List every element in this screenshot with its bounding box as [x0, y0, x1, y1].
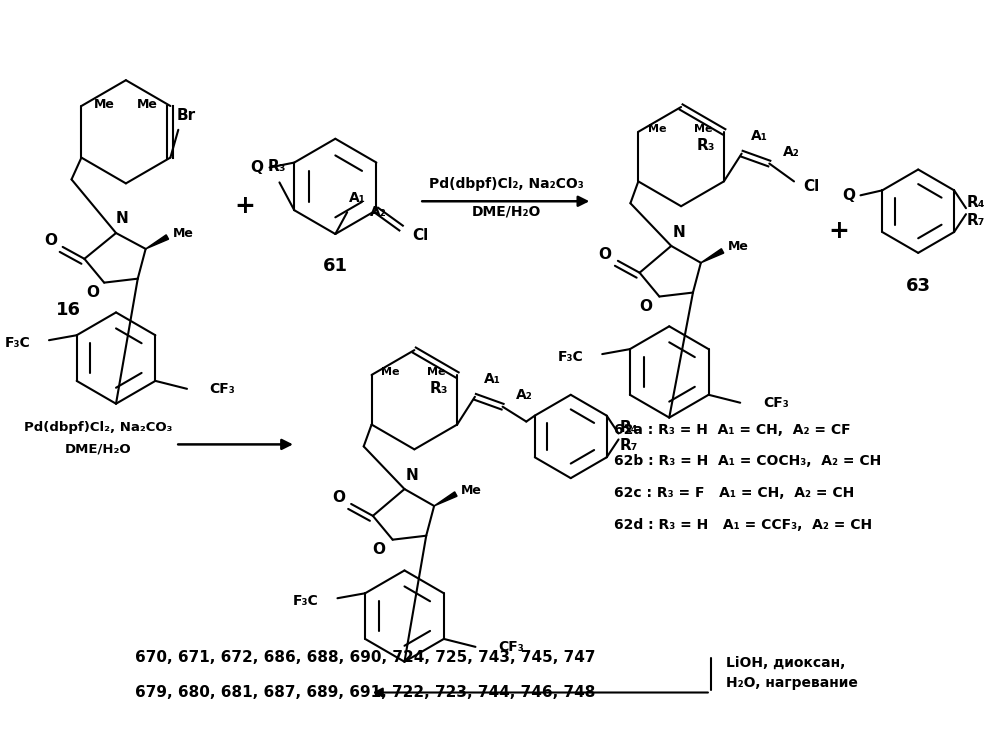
Text: 63: 63 — [906, 276, 931, 295]
Text: Me: Me — [461, 484, 482, 496]
Text: R₇: R₇ — [967, 213, 985, 228]
Text: Me: Me — [694, 124, 712, 134]
Text: 670, 671, 672, 686, 688, 690, 724, 725, 743, 745, 747: 670, 671, 672, 686, 688, 690, 724, 725, … — [135, 650, 595, 666]
Text: 62c : R₃ = F   A₁ = CH,  A₂ = CH: 62c : R₃ = F A₁ = CH, A₂ = CH — [614, 486, 854, 500]
Polygon shape — [434, 492, 457, 506]
Text: O: O — [372, 542, 385, 557]
Text: A₂: A₂ — [516, 388, 533, 402]
Text: Pd(dbpf)Cl₂, Na₂CO₃: Pd(dbpf)Cl₂, Na₂CO₃ — [24, 421, 172, 434]
Text: N: N — [673, 224, 685, 240]
Text: 62d : R₃ = H   A₁ = CCF₃,  A₂ = CH: 62d : R₃ = H A₁ = CCF₃, A₂ = CH — [614, 517, 872, 531]
Text: DME/H₂O: DME/H₂O — [472, 205, 541, 218]
Text: H₂O, нагревание: H₂O, нагревание — [726, 676, 857, 690]
Text: Me: Me — [427, 367, 445, 377]
Text: 62a : R₃ = H  A₁ = CH,  A₂ = CF: 62a : R₃ = H A₁ = CH, A₂ = CF — [614, 422, 851, 437]
Text: Cl: Cl — [804, 179, 820, 194]
Text: N: N — [406, 468, 419, 482]
Text: R₃: R₃ — [267, 159, 286, 174]
Text: F₃C: F₃C — [558, 350, 583, 364]
Text: Me: Me — [137, 97, 158, 111]
Text: A₁: A₁ — [484, 372, 501, 386]
Text: 62b : R₃ = H  A₁ = COCH₃,  A₂ = CH: 62b : R₃ = H A₁ = COCH₃, A₂ = CH — [614, 454, 881, 468]
Text: O: O — [44, 233, 57, 248]
Text: R₄: R₄ — [619, 420, 638, 435]
Text: CF₃: CF₃ — [763, 396, 789, 410]
Text: Me: Me — [381, 367, 400, 377]
Text: A₂: A₂ — [370, 205, 387, 219]
Text: LiOH, диоксан,: LiOH, диоксан, — [726, 656, 845, 670]
Text: 679, 680, 681, 687, 689, 691, 722, 723, 744, 746, 748: 679, 680, 681, 687, 689, 691, 722, 723, … — [135, 685, 595, 700]
Text: +: + — [829, 219, 850, 243]
Text: 61: 61 — [323, 257, 348, 275]
Text: O: O — [86, 285, 99, 300]
Text: O: O — [332, 490, 345, 506]
Text: Q: Q — [250, 160, 263, 175]
Text: 16: 16 — [56, 301, 81, 320]
Text: R₄: R₄ — [967, 195, 985, 210]
Polygon shape — [701, 248, 724, 263]
Text: Me: Me — [648, 124, 667, 134]
Text: F₃C: F₃C — [293, 594, 319, 608]
Text: A₂: A₂ — [783, 144, 799, 158]
Text: N: N — [116, 210, 128, 226]
Text: CF₃: CF₃ — [498, 640, 524, 654]
Text: R₃: R₃ — [697, 139, 715, 153]
Text: O: O — [599, 247, 612, 262]
Text: R₇: R₇ — [619, 438, 638, 453]
Text: R₃: R₃ — [430, 381, 449, 397]
Text: O: O — [639, 299, 652, 314]
Text: Q: Q — [842, 188, 855, 203]
Text: +: + — [234, 194, 255, 218]
Text: Me: Me — [94, 97, 115, 111]
Text: A₁: A₁ — [349, 191, 366, 205]
Text: Pd(dbpf)Cl₂, Na₂CO₃: Pd(dbpf)Cl₂, Na₂CO₃ — [429, 177, 584, 191]
Text: Cl: Cl — [413, 229, 429, 243]
Text: CF₃: CF₃ — [210, 382, 235, 396]
Text: DME/H₂O: DME/H₂O — [65, 443, 132, 456]
Text: Me: Me — [173, 226, 194, 240]
Text: Br: Br — [177, 108, 196, 123]
Text: F₃C: F₃C — [5, 336, 30, 350]
Polygon shape — [146, 235, 169, 249]
Text: A₁: A₁ — [751, 129, 768, 143]
Text: Me: Me — [728, 240, 749, 254]
